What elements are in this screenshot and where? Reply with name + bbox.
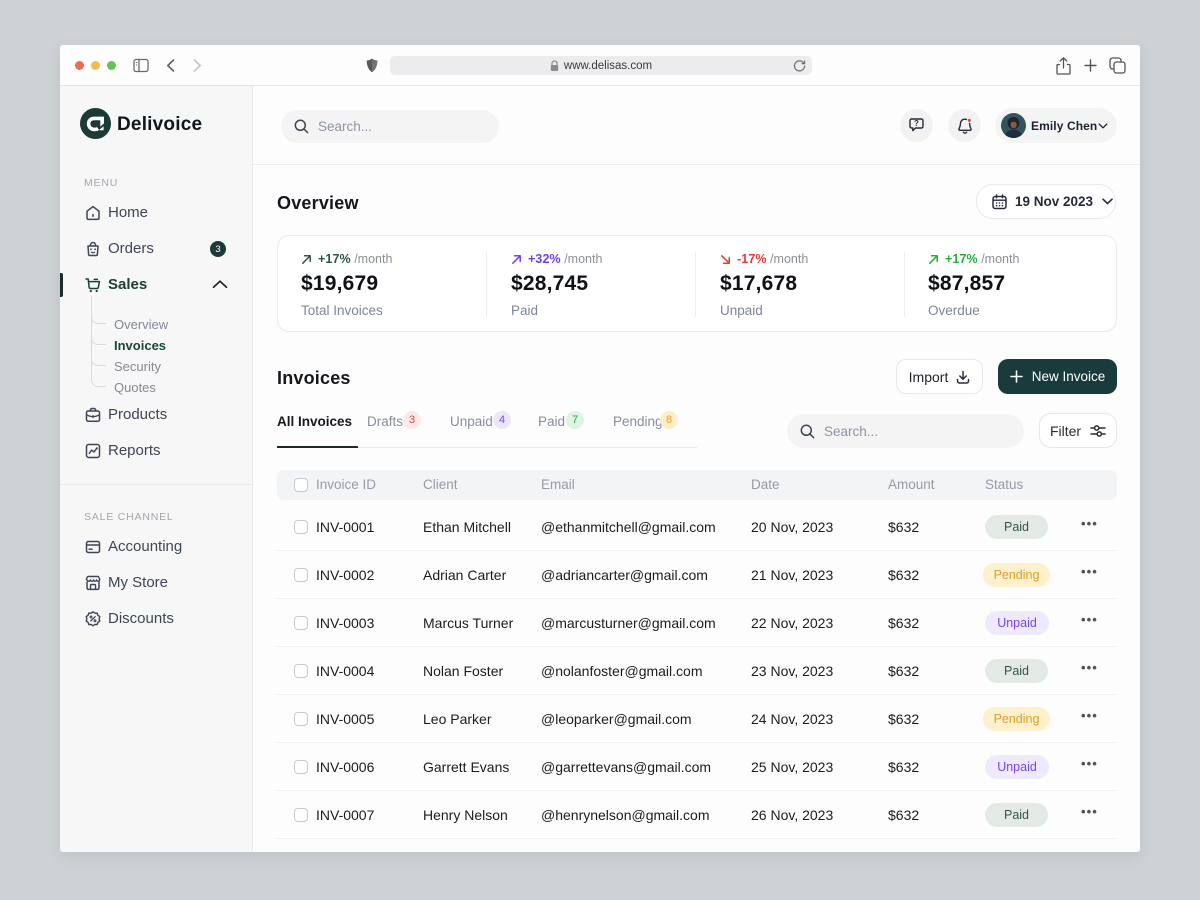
svg-text:?: ? <box>914 119 919 128</box>
